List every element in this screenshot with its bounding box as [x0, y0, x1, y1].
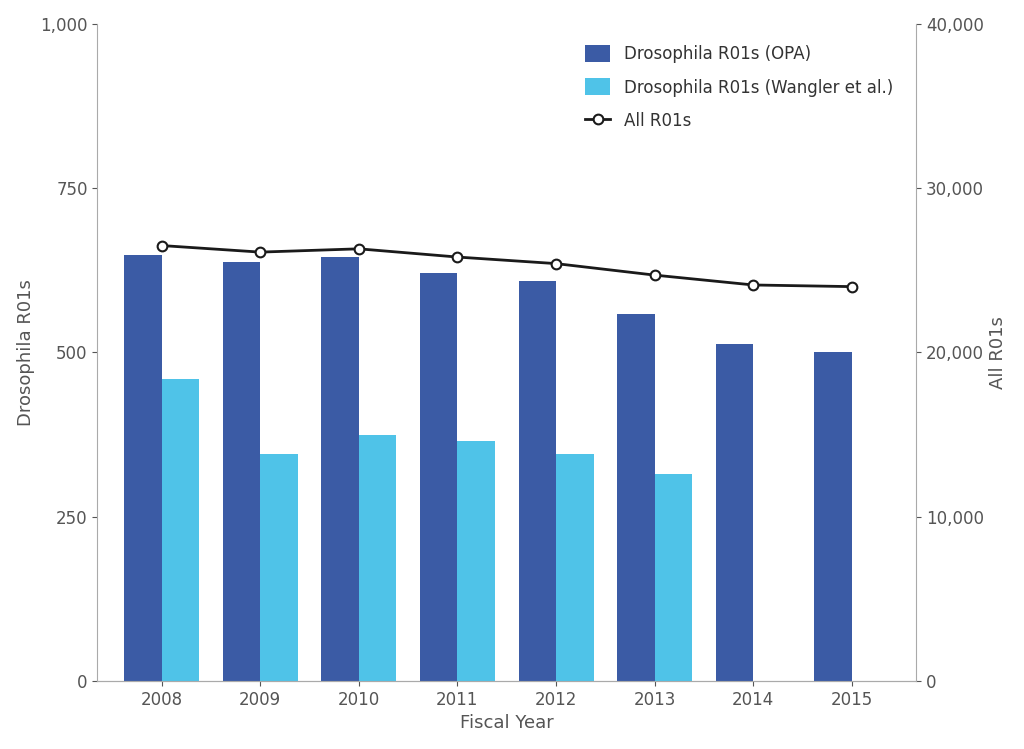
Legend: Drosophila R01s (OPA), Drosophila R01s (Wangler et al.), All R01s: Drosophila R01s (OPA), Drosophila R01s (…: [579, 39, 899, 136]
All R01s: [452, 252, 464, 261]
Bar: [654, 474, 692, 681]
Bar: [124, 255, 162, 681]
All R01s: [156, 241, 168, 250]
Bar: [358, 434, 396, 681]
Bar: [556, 454, 594, 681]
Bar: [458, 441, 495, 681]
Bar: [162, 379, 199, 681]
Bar: [814, 352, 852, 681]
Line: All R01s: All R01s: [157, 240, 857, 291]
All R01s: [352, 244, 365, 253]
All R01s: [748, 280, 760, 289]
Bar: [420, 273, 458, 681]
Y-axis label: All R01s: All R01s: [989, 316, 1008, 389]
Bar: [260, 454, 298, 681]
All R01s: [254, 248, 266, 257]
All R01s: [846, 282, 858, 291]
Bar: [617, 315, 654, 681]
Bar: [322, 257, 358, 681]
Bar: [222, 261, 260, 681]
All R01s: [550, 259, 562, 268]
All R01s: [648, 270, 660, 279]
Y-axis label: Drosophila R01s: Drosophila R01s: [16, 279, 35, 425]
Bar: [716, 344, 754, 681]
Bar: [518, 282, 556, 681]
X-axis label: Fiscal Year: Fiscal Year: [460, 715, 554, 733]
